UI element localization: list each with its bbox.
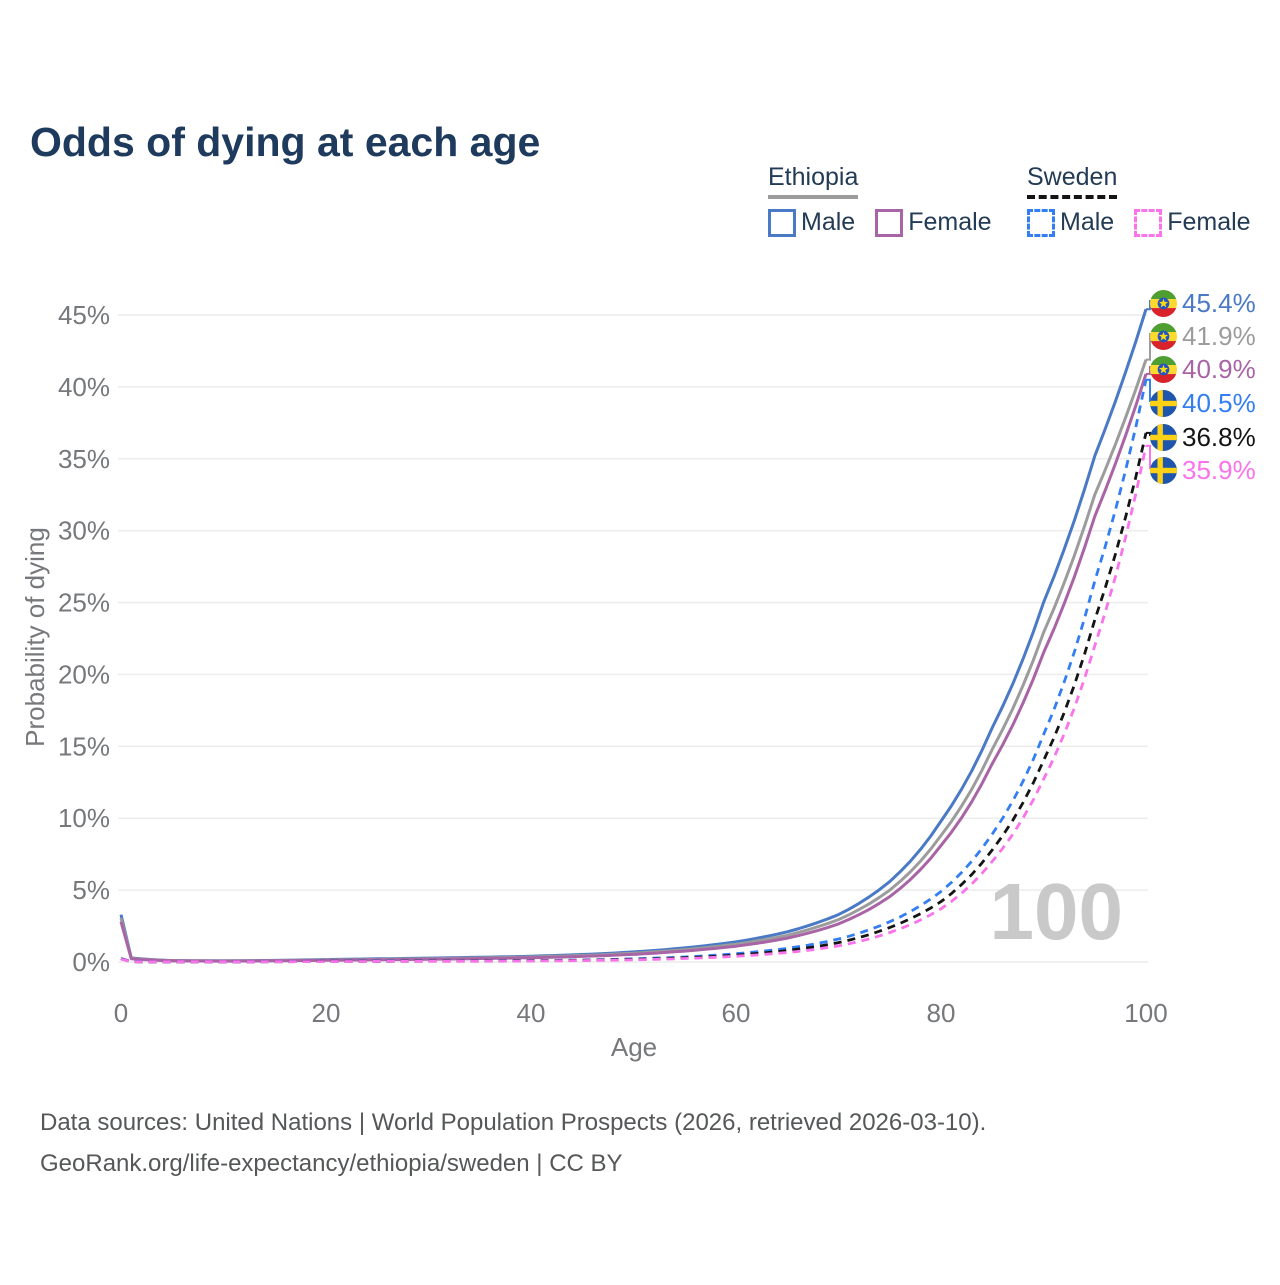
y-tick-label: 15% [58,731,110,761]
ethiopia-male-swatch-icon [768,208,796,237]
legend-group-ethiopia: Ethiopia Male Female [768,163,992,237]
sweden-male-swatch-icon [1027,208,1055,237]
legend-item-ethiopia-female[interactable]: Female [875,208,992,237]
y-tick-label: 25% [58,588,110,618]
legend-country-ethiopia: Ethiopia [768,163,859,199]
age-watermark: 100 [989,867,1123,956]
legend-group-sweden: Sweden Male Female [1027,163,1251,237]
y-tick-label: 40% [58,372,110,402]
y-tick-label: 10% [58,803,110,833]
legend-item-sweden-female[interactable]: Female [1134,208,1251,237]
y-tick-label: 35% [58,444,110,474]
y-tick-label: 20% [58,659,110,689]
label-connector [1146,444,1154,469]
x-tick-label: 0 [114,998,128,1028]
sweden-female-swatch-icon [1134,208,1163,237]
label-connector [1146,431,1154,436]
x-tick-label: 100 [1124,998,1167,1028]
legend-item-sweden-male[interactable]: Male [1027,208,1114,237]
y-tick-label: 30% [58,516,110,546]
label-connector [1146,300,1154,311]
attribution-text: GeoRank.org/life-expectancy/ethiopia/swe… [40,1150,623,1177]
x-axis-title: Age [611,1032,657,1062]
footer: Data sources: United Nations | World Pop… [40,1102,1240,1184]
y-axis-title: Probability of dying [20,527,50,747]
data-sources-text: Data sources: United Nations | World Pop… [40,1109,987,1136]
legend-item-label: Male [801,208,856,236]
label-connector [1146,366,1154,375]
label-connector [1146,333,1154,361]
legend-item-label: Female [1167,208,1251,236]
page-title: Odds of dying at each age [30,119,541,166]
y-tick-label: 0% [72,947,110,977]
y-tick-label: 45% [58,300,110,330]
legend-country-sweden: Sweden [1027,163,1118,199]
label-connector [1146,378,1154,402]
x-tick-label: 80 [927,998,956,1028]
ethiopia-female-swatch-icon [875,208,904,237]
legend-item-label: Male [1060,208,1115,236]
legend-item-label: Female [908,208,992,236]
x-tick-label: 40 [517,998,546,1028]
legend-item-ethiopia-male[interactable]: Male [768,208,855,237]
series-line-sweden-female [120,445,1148,964]
x-tick-label: 60 [722,998,751,1028]
y-tick-label: 5% [72,875,110,905]
x-tick-label: 20 [312,998,341,1028]
